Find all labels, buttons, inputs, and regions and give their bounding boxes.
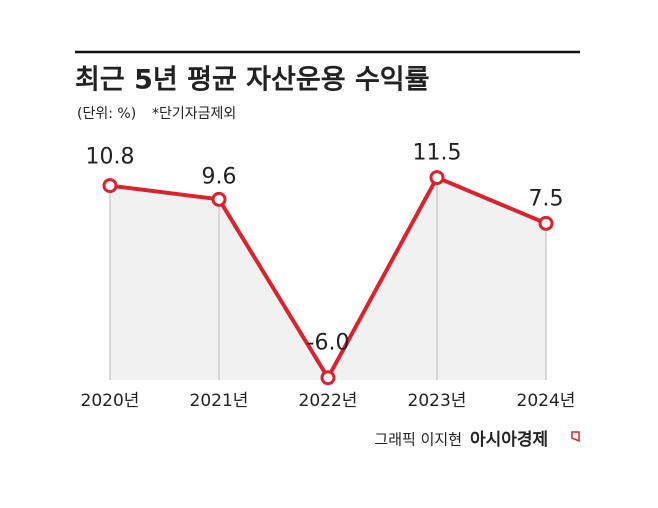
marker bbox=[538, 215, 554, 231]
data-label: -6.0 bbox=[307, 331, 350, 356]
x-tick-label: 2023년 bbox=[408, 391, 467, 411]
subtitle: *단기자금제외 bbox=[152, 106, 236, 122]
marker bbox=[320, 370, 336, 386]
data-label: 7.5 bbox=[529, 186, 564, 211]
credit: 그래픽 이지현 bbox=[374, 431, 462, 449]
source: 아시아경제 bbox=[470, 430, 548, 450]
marker bbox=[429, 170, 445, 186]
unit-note: (단위: %) bbox=[77, 106, 136, 122]
data-label: 10.8 bbox=[86, 145, 135, 170]
x-tick-label: 2024년 bbox=[517, 391, 576, 411]
data-label: 11.5 bbox=[413, 141, 462, 166]
x-tick-label: 2021년 bbox=[190, 391, 249, 411]
x-tick-label: 2022년 bbox=[299, 391, 358, 411]
marker bbox=[211, 191, 227, 207]
data-label: 9.6 bbox=[202, 164, 237, 189]
marker bbox=[102, 178, 118, 194]
logo-mark bbox=[571, 431, 580, 443]
chart-title: 최근 5년 평균 자산운용 수익률 bbox=[75, 65, 429, 96]
x-tick-label: 2020년 bbox=[81, 391, 140, 411]
